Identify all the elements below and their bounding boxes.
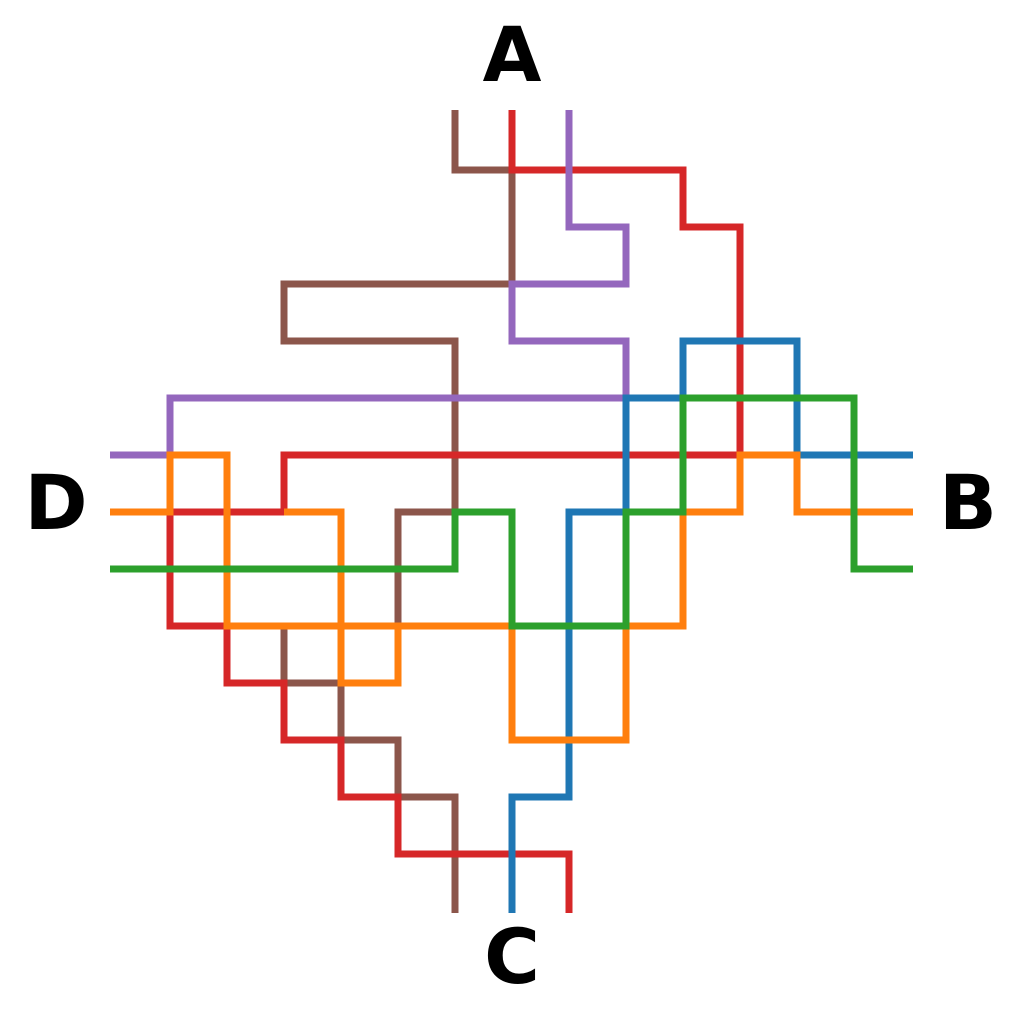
red-wire [166,110,744,913]
orange-wire [110,451,913,744]
wire-group [110,110,913,913]
green-wire [110,394,913,630]
label-d: D [24,458,87,547]
blue-wire [508,337,913,913]
label-a: A [483,10,542,99]
label-b: B [939,458,997,547]
orange-loop-wire [284,508,402,687]
label-c: C [484,912,540,1001]
purple-wire [110,110,630,459]
